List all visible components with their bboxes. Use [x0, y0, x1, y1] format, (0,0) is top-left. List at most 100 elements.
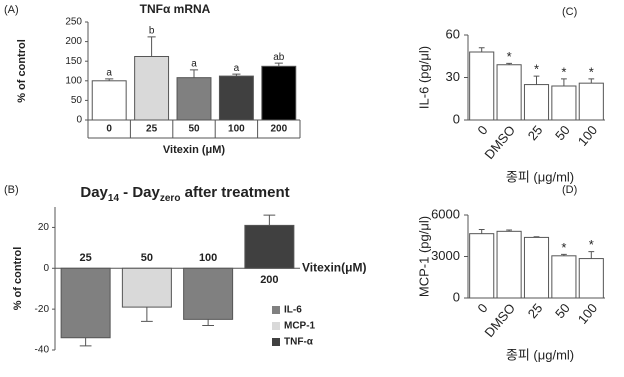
annotation: a [106, 67, 112, 78]
y-tick-label: 20 [38, 222, 50, 233]
x-tick-label: DMSO [481, 300, 518, 340]
legend-swatch [272, 338, 280, 346]
y-tick-label: -20 [35, 304, 50, 315]
x-axis-label: Vitexin(μM) [302, 260, 366, 274]
panel-label: (C) [562, 6, 577, 18]
error-bar [263, 214, 276, 226]
bar [261, 65, 297, 121]
error-bar [147, 36, 156, 57]
x-tick-label: 100 [575, 300, 600, 326]
error-bar [506, 229, 512, 232]
bar [183, 267, 234, 320]
x-tick-label: 50 [552, 122, 573, 143]
error-bar [561, 253, 567, 256]
x-tick-label: 100 [199, 252, 217, 264]
x-tick-label: 25 [146, 124, 158, 135]
error-bar [533, 75, 540, 85]
legend-label: MCP-1 [284, 321, 316, 332]
bar [134, 55, 170, 121]
y-tick-label: -40 [35, 345, 50, 356]
y-tick-label: 100 [65, 75, 82, 86]
x-tick-label: 25 [525, 122, 546, 143]
annotation: * [561, 240, 566, 255]
annotation: ab [273, 52, 285, 63]
error-bar [588, 78, 595, 84]
error-bar [506, 62, 512, 65]
title-part: zero [160, 193, 181, 204]
bar [551, 255, 577, 299]
annotation: a [191, 58, 197, 69]
annotation: * [507, 49, 512, 64]
annotation: * [589, 64, 594, 79]
bar [578, 258, 604, 299]
x-tick-label: 0 [474, 122, 490, 137]
annotation: * [589, 237, 594, 252]
panel-label: (D) [562, 184, 577, 196]
x-axis-label: Vitexin (μM) [163, 144, 225, 156]
legend-swatch [272, 306, 280, 314]
bar [496, 64, 522, 121]
bar [244, 224, 295, 269]
error-bar [189, 69, 199, 78]
y-axis-label: MCP-1 (pg/μl) [416, 216, 431, 297]
title-part: Day [80, 184, 108, 201]
title-part: after treatment [180, 184, 289, 201]
chart-title: TNFα mRNA [140, 2, 211, 16]
y-tick-label: 60 [446, 26, 460, 41]
error-bar [79, 337, 92, 347]
bar [551, 85, 577, 121]
annotation: * [534, 62, 539, 77]
title-part: 14 [108, 193, 120, 204]
x-tick-label: 50 [188, 124, 200, 135]
bar [523, 84, 550, 121]
chart-title: Day14 - Dayzero after treatment [80, 184, 289, 204]
x-tick-label: 50 [141, 252, 153, 264]
y-axis-label: IL-6 (pg/μl) [416, 46, 431, 109]
y-tick-label: 3000 [431, 248, 460, 263]
legend-swatch [272, 322, 280, 330]
x-tick-label: 50 [552, 300, 573, 321]
y-tick-label: 0 [43, 263, 49, 274]
error-bar [232, 73, 241, 77]
legend-label: IL-6 [284, 305, 302, 316]
x-tick-label: 100 [228, 124, 245, 135]
y-tick-label: 30 [446, 69, 460, 84]
bar [121, 267, 172, 308]
error-bar [105, 78, 114, 81]
y-axis-label: % of control [16, 39, 28, 103]
y-tick-label: 150 [65, 56, 82, 67]
y-tick-label: 200 [65, 36, 82, 47]
x-axis-label: 종피 (μg/ml) [506, 169, 574, 184]
title-part: - Day [119, 184, 161, 201]
y-tick-label: 250 [65, 17, 82, 28]
panel-label: (A) [4, 4, 19, 16]
error-bar [478, 229, 485, 234]
panel-label: (B) [4, 184, 19, 196]
y-tick-label: 50 [71, 95, 83, 106]
bar [218, 75, 254, 121]
y-axis-label: % of control [12, 247, 24, 311]
bar [469, 233, 495, 299]
y-tick-label: 6000 [431, 206, 460, 221]
bar [469, 51, 495, 121]
x-tick-label: 0 [106, 124, 112, 135]
x-tick-label: 100 [575, 122, 600, 148]
y-tick-label: 0 [453, 111, 460, 126]
title-part: TNFα mRNA [140, 2, 211, 16]
x-tick-label: 200 [270, 124, 287, 135]
x-axis-label: 종피 (μg/ml) [506, 347, 574, 362]
x-tick-label: 25 [525, 300, 546, 321]
error-bar [140, 307, 153, 322]
error-bar [561, 78, 567, 86]
bar [523, 236, 550, 299]
annotation: * [561, 64, 566, 79]
error-bar [202, 319, 215, 326]
bar [91, 80, 127, 121]
annotation: b [149, 26, 155, 37]
bar [176, 77, 212, 121]
x-tick-label: DMSO [481, 122, 518, 162]
error-bar [533, 236, 540, 238]
y-tick-label: 0 [76, 115, 82, 126]
error-bar [478, 47, 485, 52]
